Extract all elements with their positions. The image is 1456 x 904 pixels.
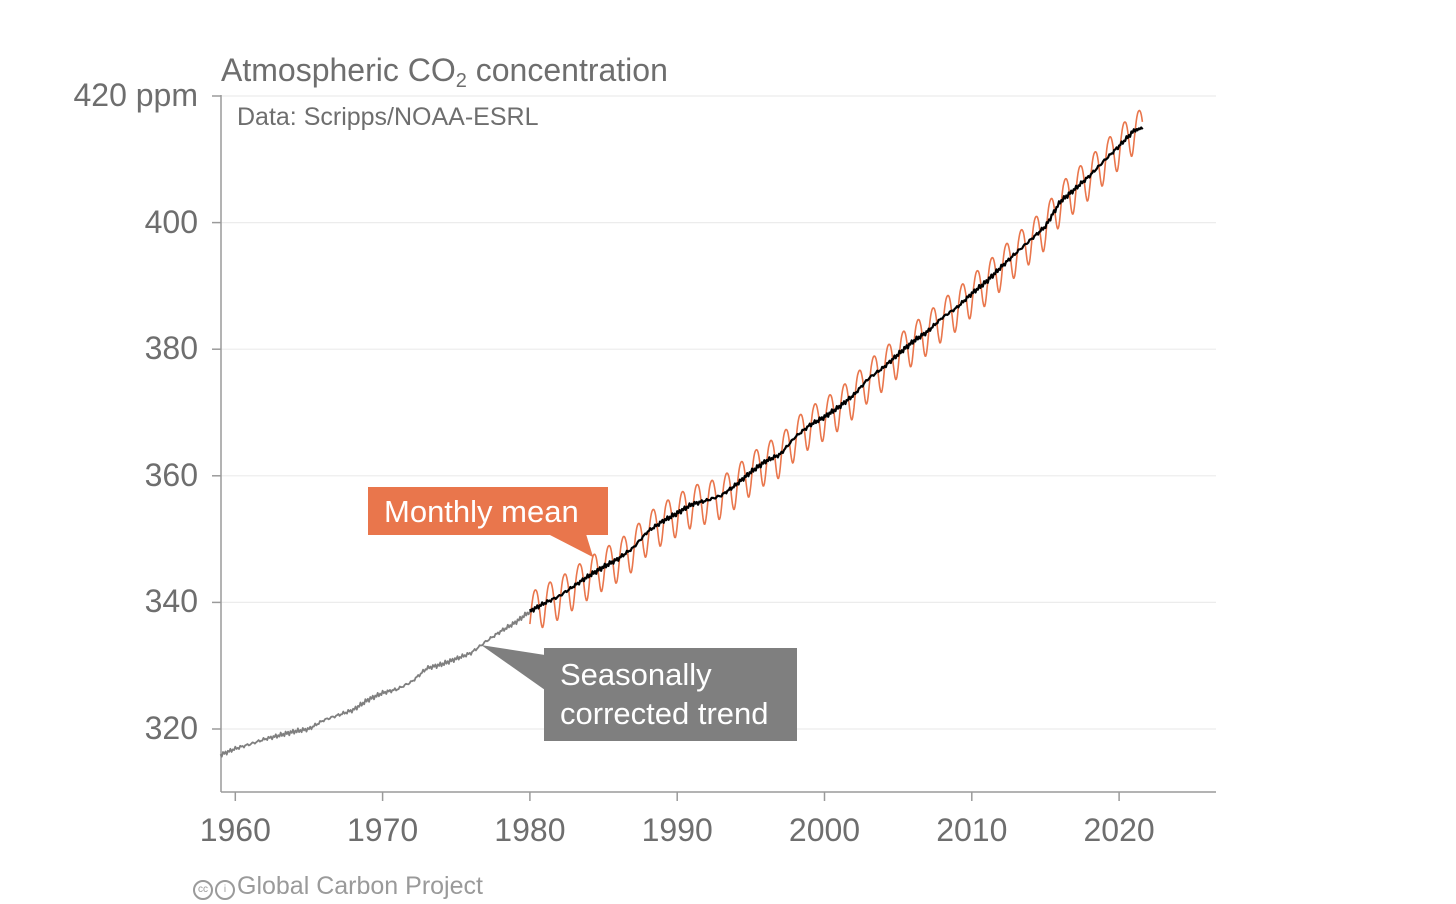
x-tick-label-1960: 1960 <box>199 812 271 848</box>
chart-title-subscript: 2 <box>455 70 467 92</box>
x-tick-label-1990: 1990 <box>641 812 713 848</box>
y-tick-label-420: 420 ppm <box>73 77 198 113</box>
trend-callout: Seasonally corrected trend <box>544 648 797 741</box>
credit: cc i Global Carbon Project <box>193 872 483 901</box>
axes <box>212 95 1216 801</box>
chart-subtitle: Data: Scripps/NOAA-ESRL <box>237 103 539 131</box>
x-tick-label-2020: 2020 <box>1083 812 1155 848</box>
x-tick-label-1970: 1970 <box>347 812 419 848</box>
monthly-mean-line <box>529 109 1144 629</box>
y-tick-label-340: 340 <box>144 583 198 620</box>
y-tick-label-360: 360 <box>144 456 198 493</box>
y-tick-label-380: 380 <box>144 330 198 367</box>
trend-line-early <box>219 610 531 758</box>
chart-title-suffix: concentration <box>466 52 668 88</box>
credit-text: Global Carbon Project <box>237 872 483 900</box>
monthly-mean-pointer <box>548 534 594 558</box>
trend-line-recent <box>528 126 1144 613</box>
callout-pointers <box>481 534 594 690</box>
trend-callout-line2: corrected trend <box>560 696 769 731</box>
creative-commons-icon: cc <box>193 880 213 900</box>
trend-callout-line1: Seasonally <box>560 657 712 692</box>
monthly-mean-callout: Monthly mean <box>368 487 608 535</box>
x-tick-label-1980: 1980 <box>494 812 566 848</box>
y-tick-label-400: 400 <box>144 203 198 240</box>
chart-title: Atmospheric CO2 concentration <box>221 52 668 92</box>
trend-pointer <box>481 645 545 690</box>
x-tick-label-2000: 2000 <box>788 812 861 848</box>
gridlines <box>221 95 1216 730</box>
series-group <box>219 109 1144 758</box>
attribution-icon: i <box>215 880 235 900</box>
x-tick-label-2010: 2010 <box>936 812 1008 848</box>
y-tick-label-320: 320 <box>144 710 198 746</box>
chart-title-text: Atmospheric CO <box>221 52 456 88</box>
